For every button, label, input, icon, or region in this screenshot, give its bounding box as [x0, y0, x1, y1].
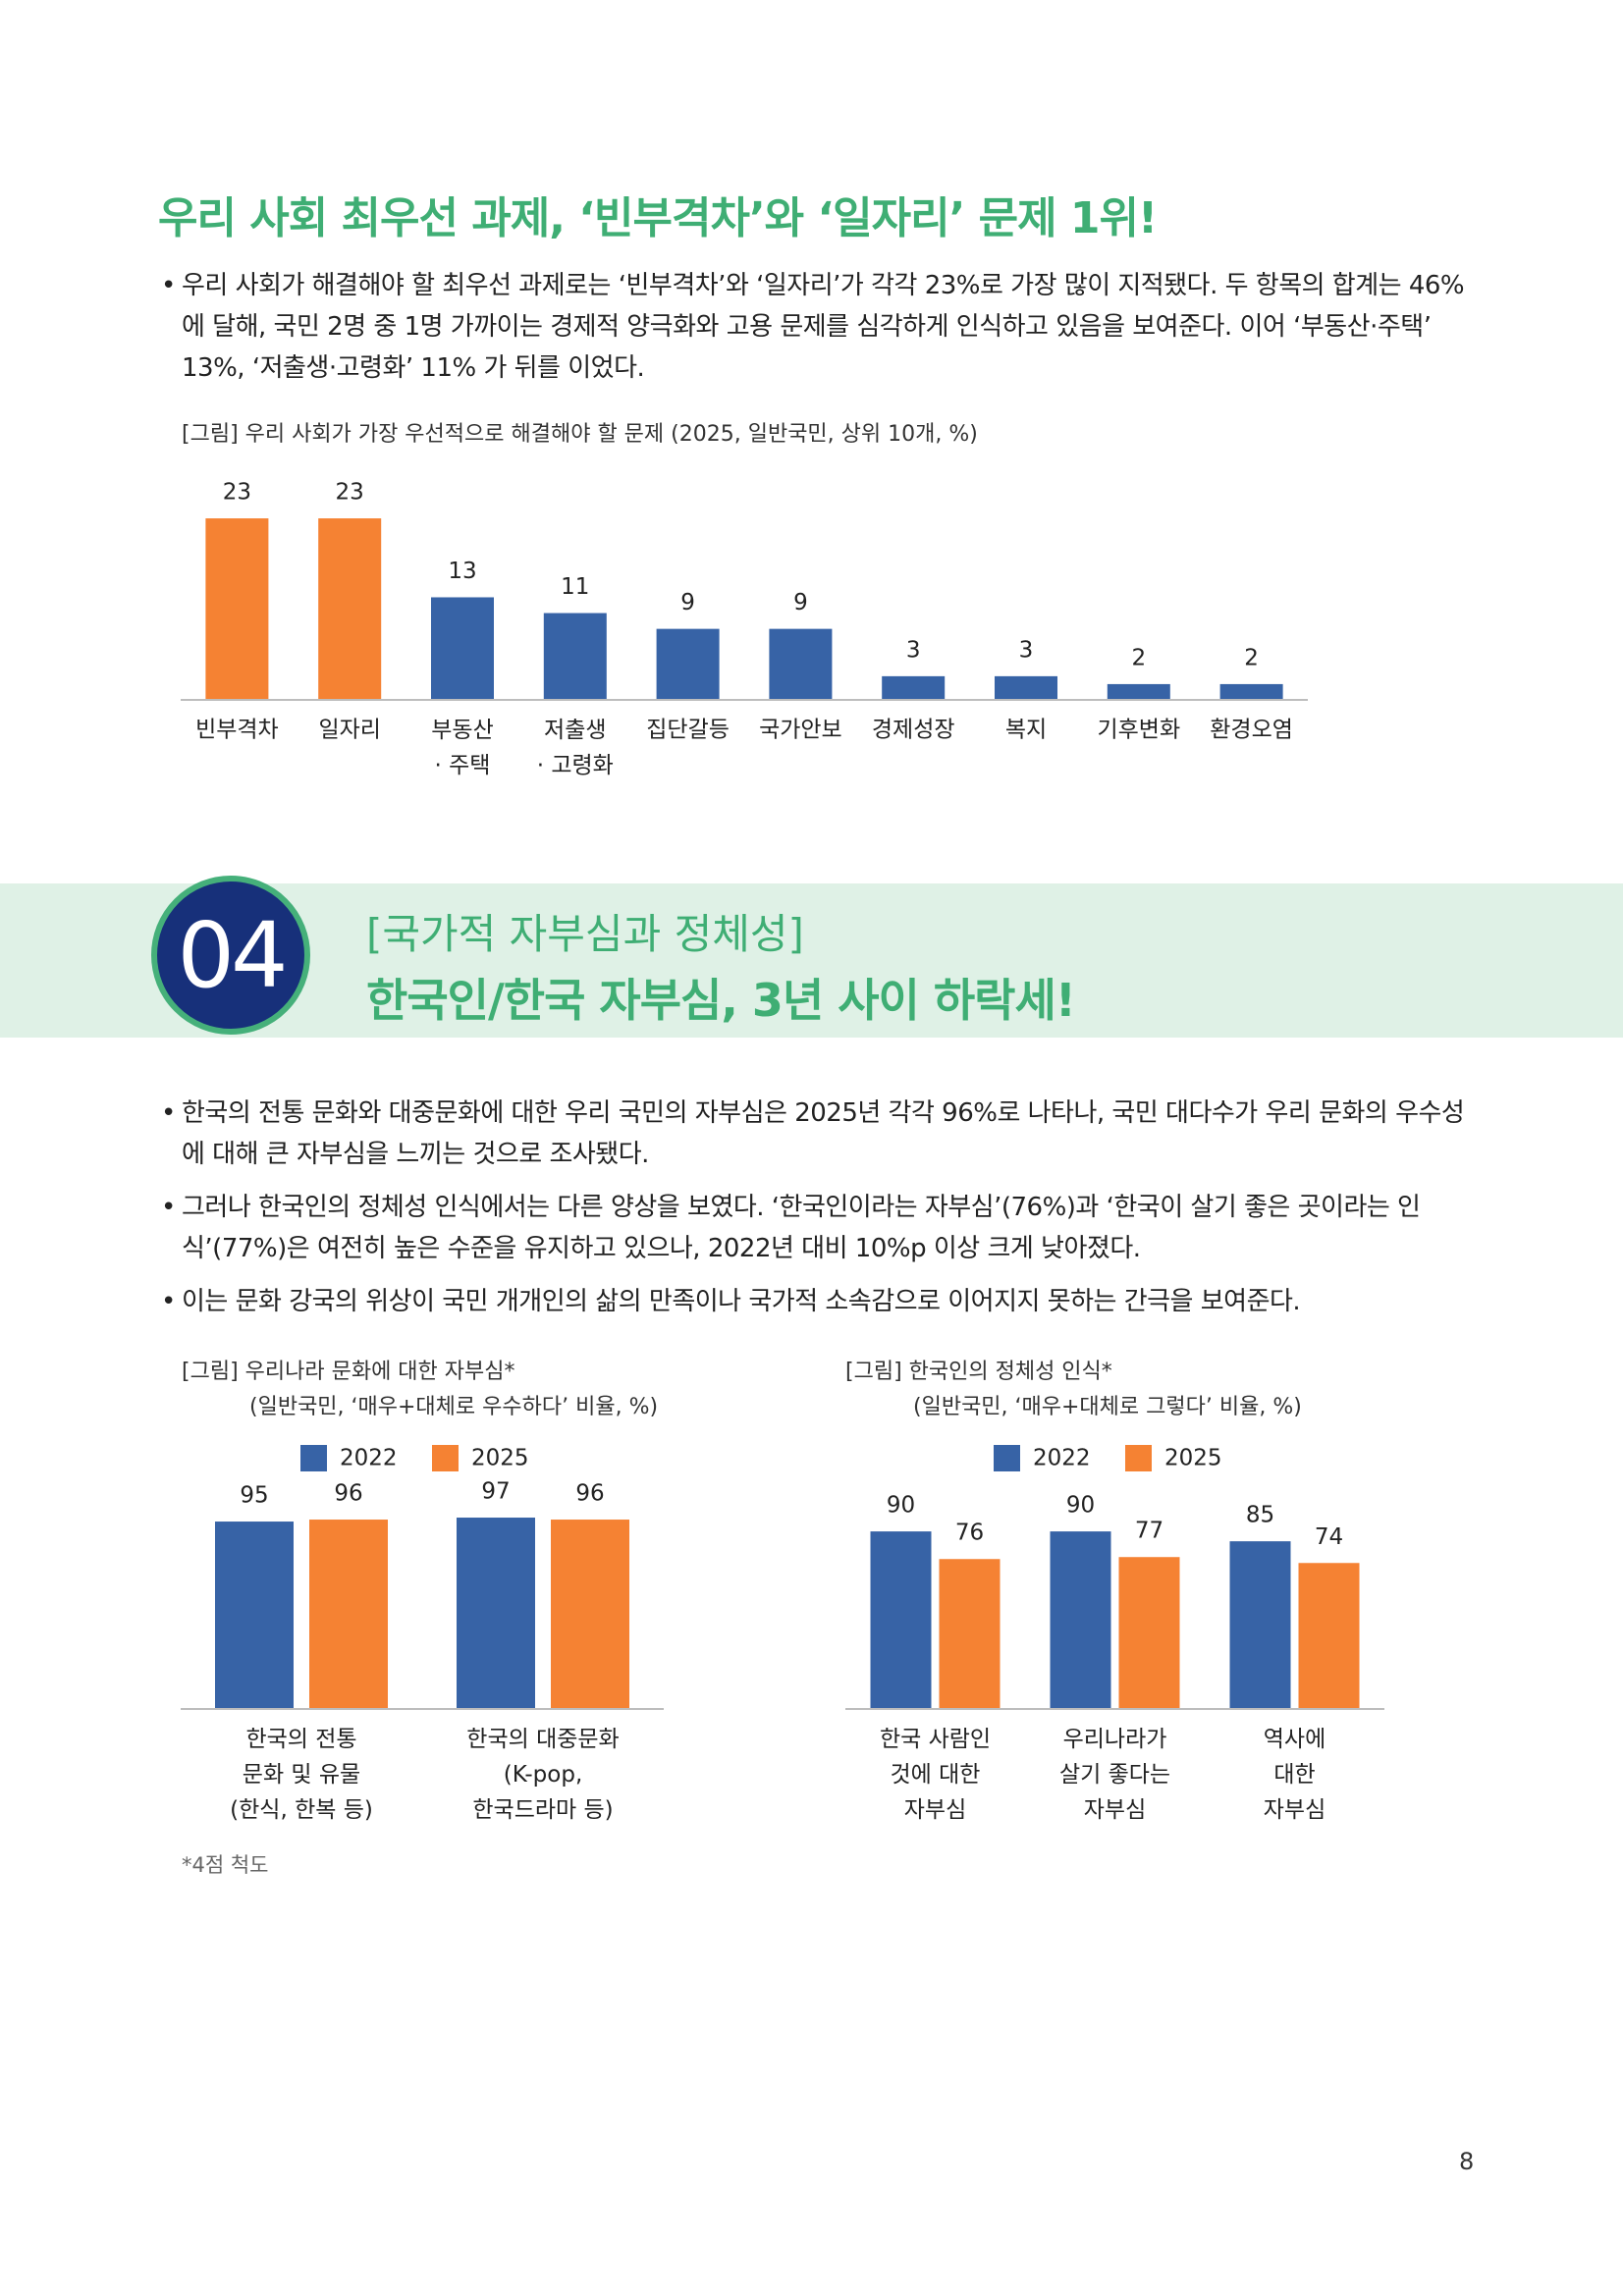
- x-tick-label: 한국의 전통 문화 및 유물 (한식, 한복 등): [230, 1727, 373, 1823]
- chart-title: [그림] 우리 사회가 가장 우선적으로 해결해야 할 문제 (2025, 일반…: [182, 422, 978, 447]
- bar: [551, 1520, 629, 1709]
- bar: [1298, 1563, 1360, 1709]
- bar: [457, 1518, 535, 1709]
- page-number: 8: [1459, 2148, 1475, 2175]
- x-tick-label: 일자리: [318, 718, 380, 743]
- x-tick-label: 복지: [1005, 718, 1047, 743]
- x-tick-label: 국가안보: [759, 718, 842, 743]
- bar: [1118, 1557, 1180, 1709]
- value-label: 23: [336, 480, 364, 506]
- bullet: 우리 사회가 해결해야 할 최우선 과제로는 ‘빈부격차’와 ‘일자리’가 각각…: [161, 265, 1473, 389]
- bullet: 한국의 전통 문화와 대중문화에 대한 우리 국민의 자부심은 2025년 각각…: [161, 1093, 1473, 1175]
- legend-label: 2022: [340, 1446, 398, 1471]
- footnote: *4점 척도: [182, 1853, 269, 1877]
- value-label: 96: [334, 1481, 362, 1507]
- value-label: 85: [1246, 1503, 1274, 1528]
- x-tick-label: 집단갈등: [646, 718, 730, 743]
- bar: [656, 628, 720, 700]
- value-label: 2: [1131, 645, 1146, 670]
- bar: [1107, 683, 1170, 700]
- legend-label: 2025: [471, 1446, 529, 1471]
- x-tick-label: 역사에 대한 자부심: [1264, 1727, 1325, 1823]
- bar: [870, 1531, 932, 1709]
- bar: [309, 1520, 388, 1709]
- x-tick-label: 기후변화: [1097, 718, 1180, 743]
- x-tick-label: 한국 사람인 것에 대한 자부심: [880, 1727, 991, 1823]
- value-label: 95: [240, 1483, 268, 1509]
- section-title: 한국인/한국 자부심, 3년 사이 하락세!: [366, 974, 1076, 1027]
- section-number: 04: [151, 876, 310, 1035]
- bullet-list: 한국의 전통 문화와 대중문화에 대한 우리 국민의 자부심은 2025년 각각…: [161, 1093, 1473, 1334]
- bullet-list: 우리 사회가 해결해야 할 최우선 과제로는 ‘빈부격차’와 ‘일자리’가 각각…: [161, 265, 1473, 400]
- x-tick-label: 경제성장: [872, 718, 955, 743]
- legend-swatch: [432, 1445, 459, 1471]
- chart-subtitle: (일반국민, ‘매우+대체로 그렇다’ 비율, %): [913, 1395, 1302, 1419]
- bar: [995, 675, 1057, 700]
- bar: [431, 597, 494, 700]
- section-title: 우리 사회 최우선 과제, ‘빈부격차’와 ‘일자리’ 문제 1위!: [158, 193, 1158, 243]
- legend-label: 2025: [1164, 1446, 1222, 1471]
- chart-title: [그림] 우리나라 문화에 대한 자부심*: [182, 1360, 515, 1384]
- bullet: 그러나 한국인의 정체성 인식에서는 다른 양상을 보였다. ‘한국인이라는 자…: [161, 1187, 1473, 1269]
- value-label: 13: [448, 559, 476, 584]
- x-tick-label: 우리나라가 살기 좋다는 자부심: [1059, 1727, 1170, 1823]
- legend-label: 2022: [1033, 1446, 1091, 1471]
- bullet: 이는 문화 강국의 위상이 국민 개개인의 삶의 만족이나 국가적 소속감으로 …: [161, 1281, 1473, 1322]
- bar: [769, 628, 833, 700]
- value-label: 11: [561, 574, 589, 600]
- value-label: 97: [481, 1479, 510, 1505]
- chart-subtitle: (일반국민, ‘매우+대체로 우수하다’ 비율, %): [249, 1395, 658, 1419]
- value-label: 3: [1019, 637, 1034, 663]
- value-label: 76: [955, 1521, 984, 1546]
- legend-swatch: [994, 1445, 1020, 1471]
- bar: [318, 518, 382, 700]
- value-label: 9: [680, 590, 695, 615]
- chart-title: [그림] 한국인의 정체성 인식*: [845, 1360, 1112, 1384]
- bar: [1219, 683, 1283, 700]
- value-label: 90: [887, 1493, 915, 1519]
- value-label: 74: [1315, 1524, 1343, 1550]
- x-tick-label: 빈부격차: [195, 718, 279, 743]
- bar: [939, 1559, 1001, 1709]
- bar: [543, 613, 607, 700]
- x-tick-label: 부동산 · 주택: [431, 718, 493, 778]
- x-tick-label: 한국의 대중문화 (K-pop, 한국드라마 등): [466, 1727, 619, 1823]
- value-label: 96: [575, 1481, 604, 1507]
- bar: [205, 518, 269, 700]
- bar: [215, 1522, 294, 1709]
- section-subtitle: [국가적 자부심과 정체성]: [366, 910, 804, 958]
- legend-swatch: [300, 1445, 327, 1471]
- value-label: 3: [906, 637, 921, 663]
- value-label: 90: [1066, 1493, 1095, 1519]
- x-tick-label: 저출생 · 고령화: [537, 718, 614, 778]
- legend-swatch: [1125, 1445, 1152, 1471]
- bar: [1229, 1541, 1291, 1709]
- x-tick-label: 환경오염: [1210, 718, 1293, 743]
- bar: [1050, 1531, 1111, 1709]
- value-label: 23: [223, 480, 251, 506]
- value-label: 2: [1244, 645, 1259, 670]
- bar: [882, 675, 946, 700]
- value-label: 9: [793, 590, 808, 615]
- value-label: 77: [1135, 1519, 1163, 1544]
